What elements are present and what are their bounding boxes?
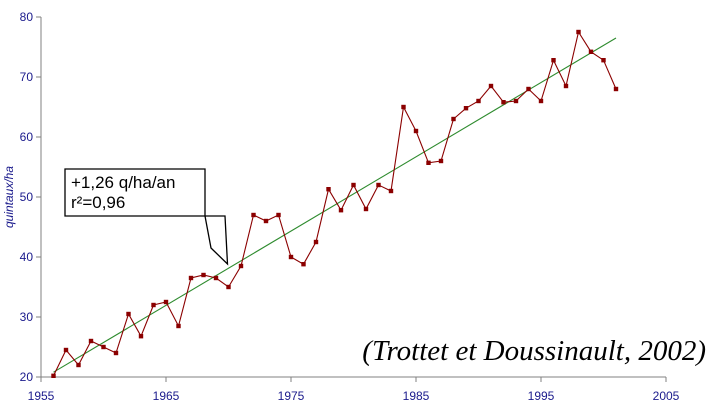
- yield-data-point: [588, 49, 594, 54]
- yield-data-point: [326, 187, 331, 192]
- x-tick-label: 1995: [528, 389, 555, 403]
- y-tick-label: 50: [20, 190, 34, 204]
- trendline: [53, 37, 617, 373]
- yield-data-point: [288, 254, 294, 260]
- x-tick-label: 2005: [653, 389, 680, 403]
- yield-data-point: [388, 188, 394, 194]
- yield-data-point: [538, 98, 544, 104]
- yield-data-point: [213, 275, 219, 281]
- yield-data-point: [563, 83, 569, 89]
- yield-data-point: [226, 284, 231, 290]
- callout-box: [64, 168, 229, 266]
- yield-data-point: [488, 83, 494, 89]
- y-axis-title: quintaux/ha: [2, 166, 16, 228]
- yield-data-point: [426, 160, 431, 165]
- callout-line-1: +1,26 q/ha/an: [71, 173, 175, 192]
- yield-data-point: [438, 158, 444, 164]
- yield-data-point: [576, 29, 581, 35]
- y-tick-label: 40: [20, 250, 34, 264]
- yield-data-point: [251, 212, 256, 218]
- citation: (Trottet et Doussinault, 2002): [362, 335, 706, 367]
- yield-data-point: [513, 98, 519, 104]
- yield-data-point: [451, 116, 456, 122]
- yield-data-point: [501, 100, 506, 105]
- yield-data-point: [188, 275, 194, 281]
- yield-data-point: [138, 334, 144, 339]
- x-tick-label: 1955: [28, 389, 55, 403]
- yield-data-point: [613, 86, 619, 92]
- y-tick-label: 60: [20, 130, 34, 144]
- series-layer: [51, 29, 619, 378]
- yield-data-point: [401, 104, 406, 110]
- yield-data-point: [163, 299, 169, 305]
- yield-data-point: [301, 262, 306, 267]
- y-ticks: 20 30 40 50 60 70 80: [20, 10, 41, 384]
- y-tick-label: 80: [20, 10, 34, 24]
- y-tick-label: 20: [20, 370, 34, 384]
- yield-data-point: [63, 347, 69, 353]
- y-tick-label: 30: [20, 310, 34, 324]
- yield-data-point: [263, 218, 269, 224]
- yield-data-point: [176, 323, 181, 329]
- yield-data-point: [151, 302, 156, 308]
- x-ticks: 1955 1965 1975 1985 1995 2005: [28, 377, 680, 403]
- yield-data-point: [101, 344, 106, 350]
- x-tick-label: 1965: [153, 389, 180, 403]
- yield-series-line: [53, 30, 617, 377]
- yield-data-point: [113, 350, 119, 356]
- yield-data-point: [76, 362, 81, 368]
- y-tick-label: 70: [20, 70, 34, 84]
- yield-data-point: [551, 58, 556, 63]
- yield-data-point: [413, 128, 419, 134]
- yield-data-point: [376, 182, 381, 188]
- yield-data-point: [351, 182, 356, 188]
- yield-data-point: [238, 263, 244, 269]
- yield-data-point: [126, 311, 131, 317]
- callout-line-2: r²=0,96: [71, 193, 125, 212]
- yield-data-point: [88, 338, 94, 344]
- yield-data-point: [338, 208, 344, 213]
- yield-data-point: [476, 98, 481, 104]
- yield-data-point: [526, 86, 531, 92]
- yield-data-point: [601, 58, 606, 63]
- yield-data-point: [51, 373, 56, 378]
- x-tick-label: 1985: [403, 389, 430, 403]
- callout: +1,26 q/ha/an r²=0,96: [64, 168, 229, 266]
- yield-data-point: [276, 212, 281, 218]
- yield-data-point: [363, 206, 369, 212]
- x-tick-label: 1975: [278, 389, 305, 403]
- yield-data-point: [313, 239, 319, 245]
- yield-data-point: [201, 272, 206, 278]
- yield-data-point: [463, 106, 469, 111]
